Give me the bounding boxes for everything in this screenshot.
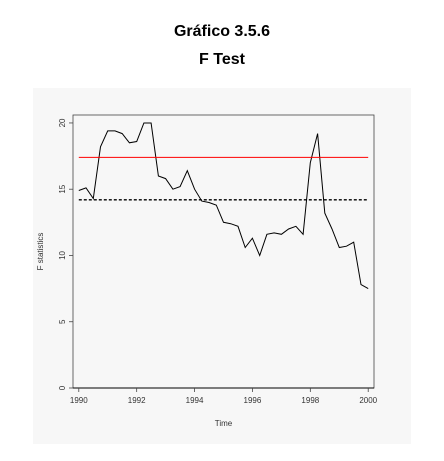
plot-frame bbox=[72, 114, 375, 389]
x-tick-label: 1992 bbox=[128, 396, 146, 405]
chart-subtitle: F Test bbox=[199, 51, 245, 68]
y-tick-label: 20 bbox=[58, 118, 67, 127]
f-test-line-chart: 0 5 10 15 20 1990 1992 1994 1996 1998 2000 Time F st… bbox=[36, 114, 378, 428]
y-axis-label: F statistics bbox=[36, 233, 45, 271]
y-tick-label: 0 bbox=[58, 385, 67, 390]
x-tick-label: 1996 bbox=[244, 396, 262, 405]
x-tick-label: 2000 bbox=[359, 396, 377, 405]
x-tick-label: 1990 bbox=[70, 396, 88, 405]
y-tick-label: 5 bbox=[58, 319, 67, 324]
y-tick-label: 10 bbox=[58, 250, 67, 259]
y-tick-label: 15 bbox=[58, 184, 67, 193]
x-tick-label: 1994 bbox=[186, 396, 204, 405]
chart-panel: 0 5 10 15 20 1990 1992 1994 1996 1998 2000 Time F st… bbox=[33, 88, 411, 444]
series-line-f-statistics bbox=[78, 122, 369, 290]
chart-title: Gráfico 3.5.6 bbox=[173, 23, 271, 40]
x-axis-label: Time bbox=[215, 419, 233, 428]
x-tick-label: 1998 bbox=[301, 396, 319, 405]
